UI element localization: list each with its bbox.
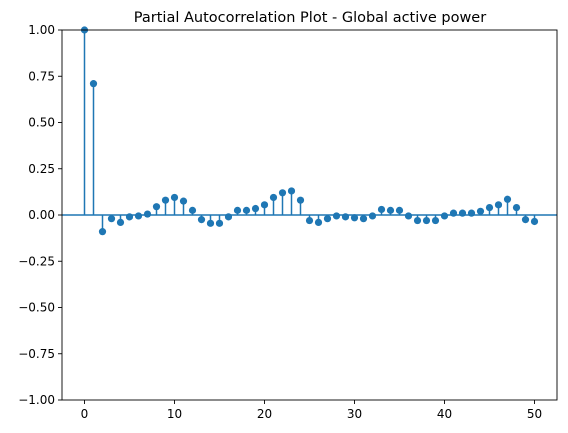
pacf-point [530,217,539,226]
pacf-point [377,205,386,214]
pacf-point [125,213,134,221]
pacf-point [305,216,314,225]
x-tick-label: 0 [81,407,89,421]
y-tick-label: −0.25 [18,254,55,268]
pacf-point [188,206,197,214]
pacf-point [512,204,521,212]
y-tick-label: 1.00 [28,23,55,37]
x-tick-label: 40 [437,407,452,421]
pacf-point [224,213,233,221]
pacf-point [476,207,485,215]
pacf-point [233,206,242,214]
pacf-point [368,212,377,220]
pacf-point [449,209,458,217]
pacf-point [485,204,494,212]
pacf-point [431,216,440,225]
x-tick-label: 10 [167,407,182,421]
pacf-point [116,218,125,226]
pacf-point [314,218,323,226]
pacf-point [440,212,449,220]
pacf-point [152,203,161,211]
pacf-point [422,216,431,225]
pacf-point [395,206,404,214]
x-tick-label: 50 [527,407,542,421]
x-tick-label: 20 [257,407,272,421]
pacf-point [278,189,287,197]
pacf-point [350,214,359,222]
pacf-point [404,212,413,220]
chart-title: Partial Autocorrelation Plot - Global ac… [134,10,486,26]
pacf-point [386,206,395,214]
pacf-point [260,201,269,209]
pacf-point [296,196,305,204]
pacf-point [161,196,170,204]
pacf-point [215,219,224,227]
pacf-point [413,216,422,225]
pacf-point [503,195,512,203]
pacf-point [323,215,332,223]
pacf-point [134,212,143,220]
y-tick-label: 0.50 [28,116,55,130]
pacf-point [341,213,350,221]
pacf-point [197,216,206,224]
pacf-point [467,209,476,217]
pacf-point [143,210,152,218]
pacf-point [458,209,467,217]
pacf-point [269,193,278,202]
pacf-point [359,215,368,223]
pacf-point [251,204,260,213]
pacf-point [242,206,251,214]
y-tick-label: −1.00 [18,393,55,407]
pacf-point [521,216,530,224]
pacf-point [98,228,107,236]
x-axis: 0 10 20 30 40 50 [81,400,542,421]
y-tick-label: 0.25 [28,162,55,176]
pacf-point [89,80,98,88]
pacf-point [107,215,116,223]
pacf-point [206,219,215,227]
y-tick-label: 0.00 [28,208,55,222]
x-tick-label: 30 [347,407,362,421]
y-tick-label: −0.75 [18,347,55,361]
pacf-point [170,193,179,202]
y-axis: −1.00 −0.75 −0.50 −0.25 0.00 0.25 0.50 0.75 1.00 [18,23,62,407]
pacf-point [287,187,296,195]
pacf-point [494,201,503,209]
y-tick-label: 0.75 [28,69,55,83]
plot-area [62,26,557,236]
y-tick-label: −0.50 [18,301,55,315]
pacf-point [179,197,188,205]
pacf-point [332,212,341,220]
